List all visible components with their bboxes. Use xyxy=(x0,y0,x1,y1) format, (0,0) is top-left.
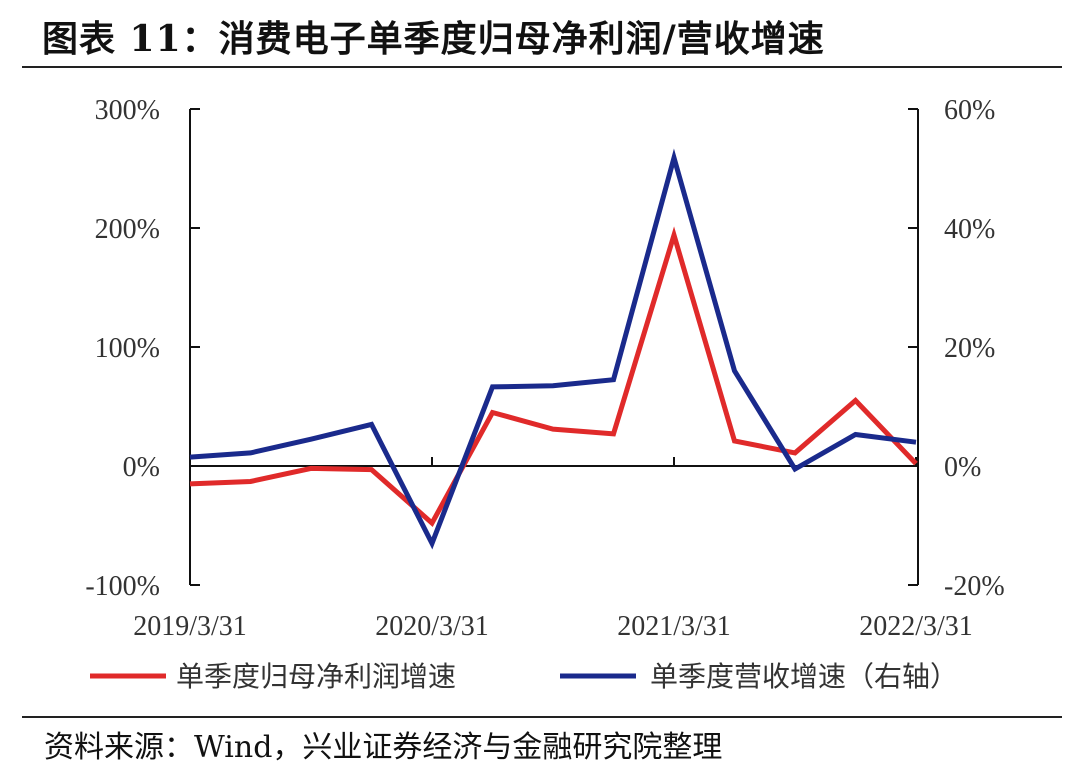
chart-axes: -100% 0% 100% 200% 300% -20% 0% 20% 40% 60% 2019/3… xyxy=(85,95,1004,642)
legend-label: 单季度营收增速（右轴） xyxy=(650,661,958,693)
left-y-tick-label: 0% xyxy=(123,452,160,483)
x-tick-label: 2019/3/31 xyxy=(133,611,247,642)
right-y-tick-label: 40% xyxy=(944,214,995,245)
right-y-tick-label: 20% xyxy=(944,333,995,364)
chart-series xyxy=(189,148,918,550)
legend-label: 单季度归母净利润增速 xyxy=(176,661,456,693)
left-y-tick-label: 300% xyxy=(95,95,160,126)
right-y-tick-label: 60% xyxy=(944,95,995,126)
source-divider xyxy=(22,716,1062,718)
right-y-tick-label: 0% xyxy=(944,452,981,483)
line-chart: -100% 0% 100% 200% 300% -20% 0% 20% 40% 60% 2019/3… xyxy=(85,95,1004,693)
title-divider xyxy=(22,66,1062,68)
right-y-tick-label: -20% xyxy=(944,571,1005,602)
left-y-tick-label: -100% xyxy=(85,571,160,602)
source-note: 资料来源：Wind，兴业证券经济与金融研究院整理 xyxy=(44,730,723,765)
chart-legend: 单季度归母净利润增速 单季度营收增速（右轴） xyxy=(90,661,958,693)
series-line-revenue-growth xyxy=(189,148,917,550)
series-line-profit-growth xyxy=(189,226,918,528)
left-y-tick-label: 100% xyxy=(95,333,160,364)
page-title: 图表 11：消费电子单季度归母净利润/营收增速 xyxy=(42,18,825,60)
left-y-tick-label: 200% xyxy=(95,214,160,245)
x-tick-label: 2021/3/31 xyxy=(617,611,731,642)
x-tick-label: 2020/3/31 xyxy=(375,611,489,642)
x-tick-label: 2022/3/31 xyxy=(859,611,973,642)
